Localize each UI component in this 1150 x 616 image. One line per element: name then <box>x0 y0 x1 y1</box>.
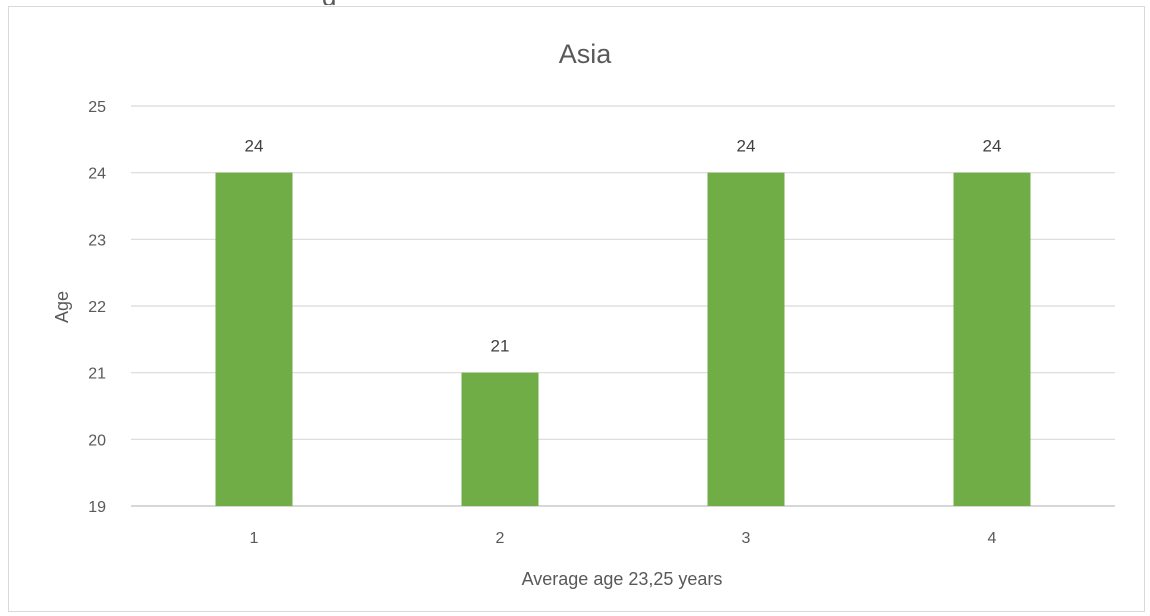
data-label-3: 24 <box>737 137 756 156</box>
x-tick-label-4: 4 <box>988 530 997 547</box>
x-tick-label-2: 2 <box>496 530 505 547</box>
bar-3 <box>707 172 785 506</box>
x-tick-label-3: 3 <box>742 530 751 547</box>
cropped-text-fragment: g <box>322 0 352 5</box>
bar-2 <box>461 372 539 506</box>
data-label-1: 24 <box>245 137 264 156</box>
data-label-4: 24 <box>983 137 1002 156</box>
gridlines <box>131 105 1115 507</box>
x-axis-title: Average age 23,25 years <box>522 569 723 589</box>
y-tick-label-24: 24 <box>88 166 106 183</box>
y-tick-label-19: 19 <box>88 499 106 516</box>
x-tick-labels: 1 2 3 4 <box>250 530 997 547</box>
y-tick-labels: 19 20 21 22 23 24 25 <box>88 99 106 516</box>
y-tick-label-22: 22 <box>88 299 106 316</box>
data-label-2: 21 <box>491 337 510 356</box>
bars <box>215 172 1031 506</box>
y-tick-label-21: 21 <box>88 366 106 383</box>
x-tick-label-1: 1 <box>250 530 259 547</box>
y-tick-label-20: 20 <box>88 432 106 449</box>
bar-1 <box>215 172 293 506</box>
bar-4 <box>953 172 1031 506</box>
y-axis-title: Age <box>52 291 72 323</box>
y-tick-label-25: 25 <box>88 99 106 116</box>
data-labels: 24 21 24 24 <box>245 137 1002 356</box>
y-tick-label-23: 23 <box>88 232 106 249</box>
chart-title: Asia <box>559 39 613 69</box>
